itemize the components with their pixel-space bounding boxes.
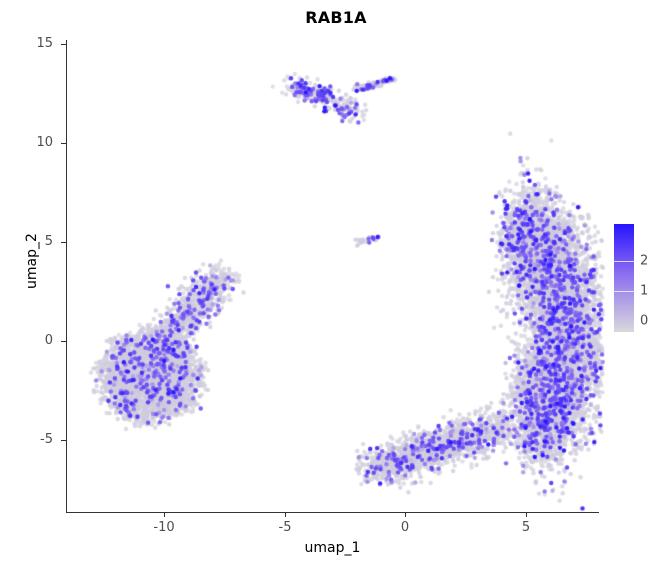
y-axis-line bbox=[66, 40, 67, 513]
y-tick-label-10: 10 bbox=[36, 135, 53, 150]
x-tick-mark-neg10 bbox=[164, 512, 165, 517]
y-tick-mark-15 bbox=[61, 44, 66, 45]
y-tick-label-neg5: -5 bbox=[40, 432, 53, 447]
x-tick-mark-neg5 bbox=[285, 512, 286, 517]
colorbar-gradient bbox=[614, 224, 634, 332]
y-tick-mark-0 bbox=[61, 341, 66, 342]
x-tick-label-neg5: -5 bbox=[278, 520, 292, 535]
colorbar-label-1: 1 bbox=[640, 283, 649, 299]
colorbar-label-2: 2 bbox=[640, 253, 649, 269]
x-tick-mark-0 bbox=[405, 512, 406, 517]
y-tick-label-5: 5 bbox=[44, 234, 53, 249]
y-tick-label-0: 0 bbox=[44, 333, 53, 348]
x-axis-line bbox=[66, 512, 599, 513]
x-tick-label-5: 5 bbox=[521, 520, 531, 535]
y-tick-mark-5 bbox=[61, 242, 66, 243]
colorbar-label-0: 0 bbox=[640, 313, 649, 329]
x-tick-label-0: 0 bbox=[400, 520, 410, 535]
y-tick-label-15: 15 bbox=[36, 36, 53, 51]
y-axis-title: umap_2 bbox=[24, 233, 40, 289]
colorbar-tick-1 bbox=[614, 291, 634, 292]
x-tick-label-neg10: -10 bbox=[153, 520, 175, 535]
y-tick-mark-neg5 bbox=[61, 440, 66, 441]
y-tick-mark-10 bbox=[61, 143, 66, 144]
x-axis-title: umap_1 bbox=[304, 540, 361, 556]
x-tick-mark-5 bbox=[526, 512, 527, 517]
colorbar-legend: 2 1 0 bbox=[614, 224, 648, 332]
colorbar-tick-2 bbox=[614, 261, 634, 262]
